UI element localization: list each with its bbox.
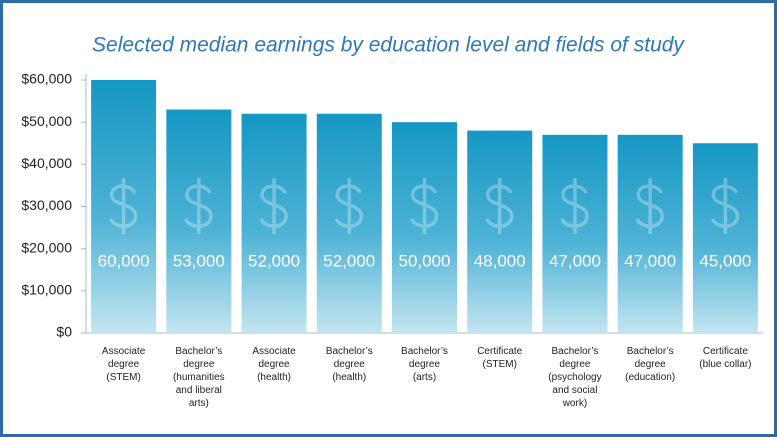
bar (166, 109, 232, 334)
x-tick-label: Associate degree (health) (252, 346, 296, 383)
bar (542, 134, 608, 333)
value-label: 47,000 (624, 251, 676, 270)
dollar-icon (259, 178, 288, 234)
dollar-icon (635, 178, 664, 234)
y-tick-label: $40,000 (21, 155, 72, 171)
bar (241, 113, 307, 333)
x-tick-label: Bachelor’s degree (arts) (401, 346, 448, 383)
bar (91, 80, 157, 333)
x-tick-label: Bachelor’s degree (health) (326, 346, 373, 383)
dollar-icon (409, 178, 439, 234)
y-tick-label: $10,000 (21, 282, 72, 298)
chart-title: Selected median earnings by education le… (92, 34, 685, 57)
x-tick-label: Bachelor’s degree (education) (625, 346, 675, 383)
dollar-icon (485, 178, 514, 234)
y-tick-label: $30,000 (21, 197, 72, 213)
dollar-icon (108, 178, 138, 234)
y-tick-label: $0 (56, 324, 72, 340)
x-tick-label: Bachelor’s degree (psychology and social wor… (548, 346, 601, 409)
value-label: 45,000 (699, 251, 751, 270)
dollar-icon (184, 178, 213, 234)
bar (692, 143, 758, 333)
x-tick-label: Associate degree (STEM) (102, 346, 146, 383)
value-label: 52,000 (248, 251, 300, 270)
y-tick-label: $50,000 (21, 113, 72, 129)
value-label: 47,000 (549, 251, 601, 270)
value-label: 53,000 (173, 251, 225, 270)
bar (467, 130, 533, 333)
value-label: 52,000 (323, 251, 375, 270)
value-label: 60,000 (98, 251, 150, 270)
y-tick-label: $60,000 (21, 71, 72, 87)
value-label: 48,000 (474, 251, 526, 270)
dollar-icon (560, 178, 589, 234)
x-tick-label: Certificate (blue collar) (699, 346, 751, 370)
x-tick-label: Certificate (STEM) (477, 346, 522, 370)
value-label: 50,000 (399, 251, 451, 270)
dollar-icon (710, 178, 740, 234)
y-tick-label: $20,000 (21, 239, 72, 255)
dollar-icon (334, 178, 364, 234)
x-tick-label: Bachelor’s degree (humanities and liberal ar… (173, 346, 225, 409)
bar (316, 113, 382, 333)
bar (392, 122, 457, 334)
bar (617, 134, 683, 333)
